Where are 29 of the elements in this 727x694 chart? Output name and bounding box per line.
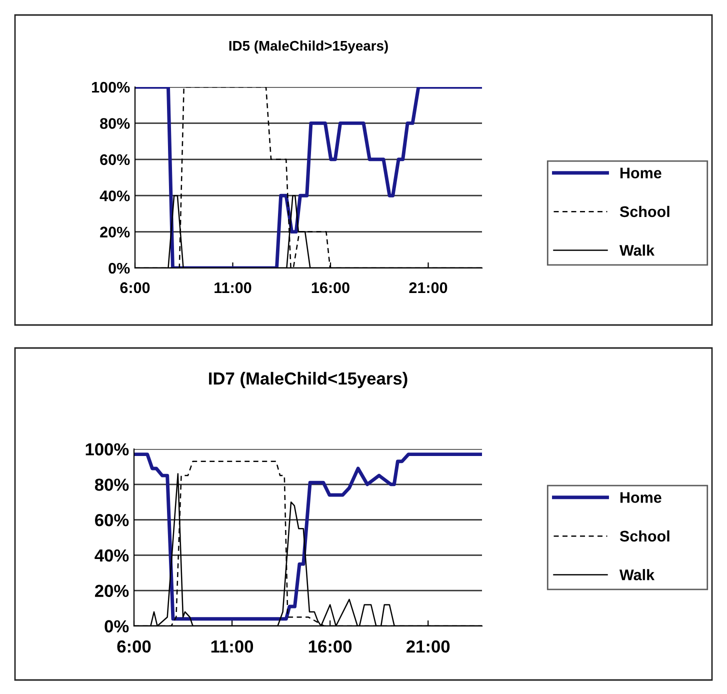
x-tick-label: 21:00 [409, 282, 448, 294]
x-tick-label: 11:00 [214, 282, 252, 294]
chart-title: ID5 (MaleChild>15years) [229, 40, 388, 54]
x-tick-label: 11:00 [211, 640, 254, 653]
y-tick-label: 20% [100, 226, 130, 238]
y-tick-label: 0% [108, 262, 130, 274]
x-tick-label: 16:00 [312, 282, 350, 294]
y-tick-label: 20% [94, 584, 129, 598]
line-series [135, 87, 482, 268]
x-tick-label: 21:00 [406, 640, 450, 653]
y-tick-label: 0% [104, 620, 129, 632]
chart-title: ID7 (MaleChild<15years) [209, 372, 408, 388]
legend-label: Walk [619, 244, 655, 256]
x-tick-label: 6:00 [120, 282, 150, 294]
y-tick-label: 100% [86, 443, 129, 456]
x-tick-label: 6:00 [117, 640, 151, 653]
y-tick-label: 60% [95, 514, 129, 526]
y-tick-label: 80% [100, 118, 130, 129]
y-tick-label: 80% [94, 478, 129, 491]
legend-label: Home [620, 492, 662, 503]
legend-label: Home [620, 168, 662, 178]
y-tick-label: 40% [94, 549, 129, 562]
legend-label: School [620, 530, 670, 542]
y-tick-label: 60% [100, 154, 130, 166]
y-tick-label: 100% [92, 82, 130, 93]
legend-label: School [620, 206, 670, 218]
y-tick-label: 40% [100, 190, 130, 202]
legend-label: Walk [619, 569, 655, 580]
x-tick-label: 16:00 [308, 640, 352, 653]
